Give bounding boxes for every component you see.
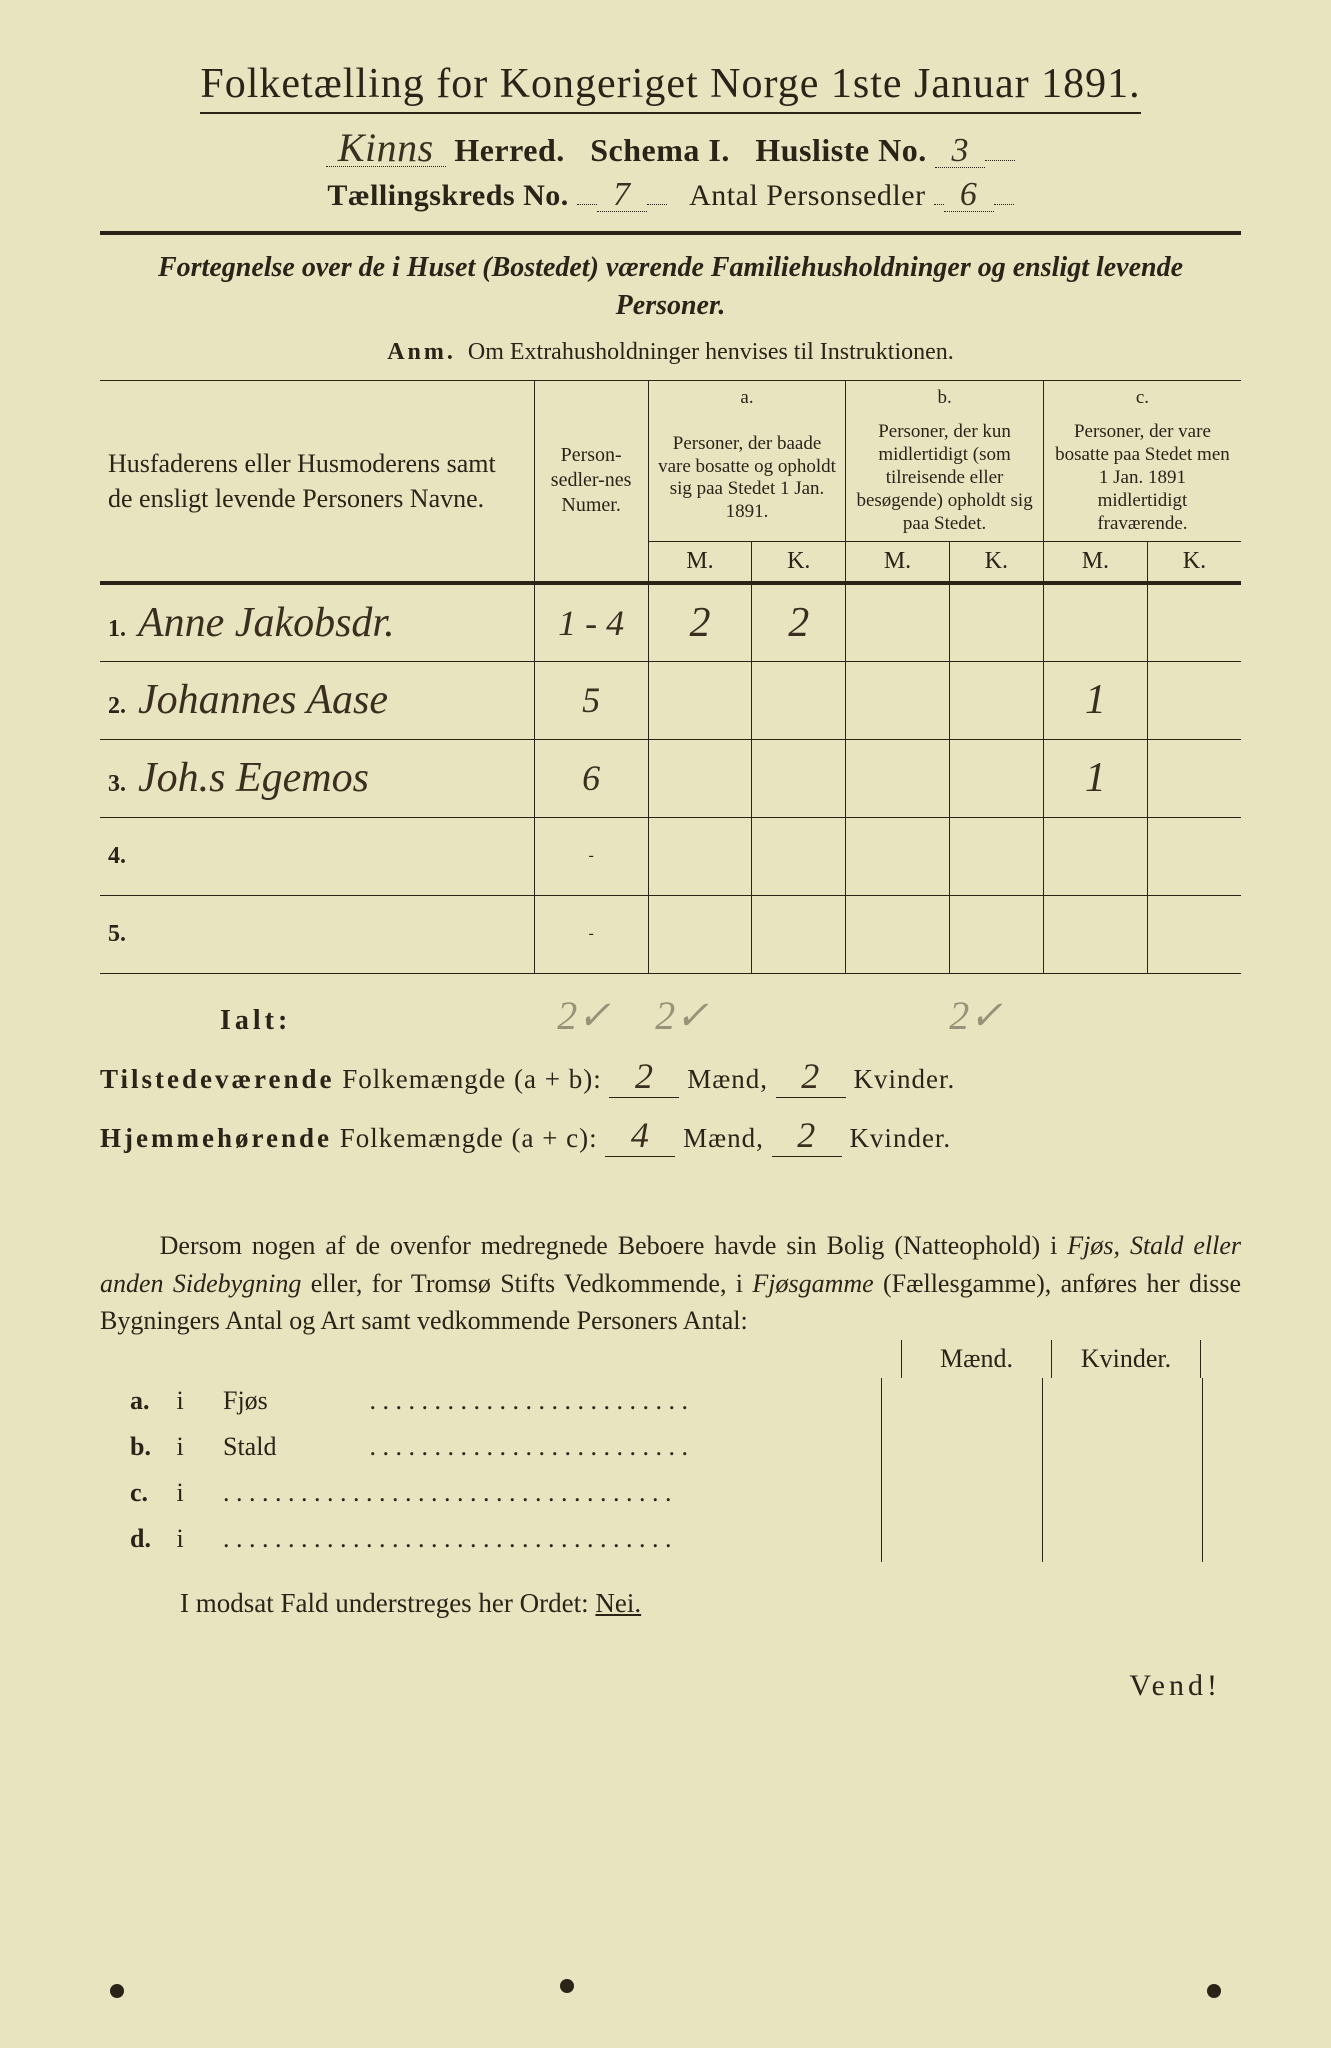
husliste-label: Husliste No. [755, 132, 926, 168]
col-c-text: Personer, der vare bosatte paa Stedet me… [1043, 415, 1241, 541]
cell-value: 1 [1085, 755, 1106, 801]
page-title: Folketælling for Kongeriget Norge 1ste J… [200, 60, 1140, 114]
table-row: 2. Johannes Aase 5 1 [100, 661, 1241, 739]
mk-header: M. [846, 542, 949, 584]
sum-ab-k: 2 [801, 1056, 820, 1096]
col-a-text: Personer, der baade vare bosatte og opho… [648, 415, 846, 541]
mk-header: K. [1147, 542, 1241, 584]
subtable-body: a. i Fjøs . . . . . . . . . . . . . . . … [100, 1378, 1241, 1562]
table-row: 3. Joh.s Egemos 6 1 [100, 739, 1241, 817]
mk-header: K. [752, 542, 846, 584]
row-number: 1. [108, 616, 134, 643]
col-c-label: c. [1043, 380, 1241, 415]
numer-value: 5 [582, 680, 600, 720]
herred-label: Herred. [454, 132, 564, 168]
hole-mark-icon [110, 1984, 124, 1998]
divider [100, 231, 1241, 235]
numer-value: - [588, 925, 593, 942]
row-number: 4. [108, 843, 134, 870]
header-line-2: Kinns Herred. Schema I. Husliste No. 3 [100, 130, 1241, 169]
row-number: 5. [108, 921, 134, 948]
sum-ab-m: 2 [635, 1056, 654, 1096]
anm-label: Anm. [387, 339, 456, 365]
mk-header: M. [1043, 542, 1147, 584]
table-row: 5. - [100, 895, 1241, 973]
title-wrap: Folketælling for Kongeriget Norge 1ste J… [100, 60, 1241, 122]
census-form-page: Folketælling for Kongeriget Norge 1ste J… [0, 0, 1331, 2048]
numer-value: - [588, 847, 593, 864]
numer-value: 1 - 4 [558, 603, 624, 643]
census-table: Husfaderens eller Husmoderens samt de en… [100, 380, 1241, 974]
mk-header: K. [949, 542, 1043, 584]
row-number: 2. [108, 693, 134, 720]
col-a-label: a. [648, 380, 846, 415]
col-numer-header: Person-sedler-nes Numer. [534, 380, 648, 583]
form-subtitle: Fortegnelse over de i Huset (Bostedet) v… [140, 249, 1201, 325]
person-name: Anne Jakobsdr. [138, 600, 395, 646]
sum-ac-m: 4 [631, 1115, 650, 1155]
person-name: Johannes Aase [138, 677, 388, 723]
table-row: 4. - [100, 817, 1241, 895]
antal-value: 6 [944, 180, 994, 212]
ialt-value [834, 992, 922, 1039]
ialt-value [736, 992, 824, 1039]
hole-mark-icon [1207, 1984, 1221, 1998]
nei-line: I modsat Fald understreges her Ordet: Ne… [100, 1588, 1241, 1619]
hole-mark-icon [560, 1979, 574, 1993]
paragraph: Dersom nogen af de ovenfor medregnede Be… [100, 1227, 1241, 1340]
numer-value: 6 [582, 758, 600, 798]
kreds-value: 7 [597, 180, 647, 212]
anm-line: Anm. Om Extrahusholdninger henvises til … [100, 339, 1241, 366]
ialt-value: 2✓ [638, 992, 726, 1039]
person-name: Joh.s Egemos [138, 755, 369, 801]
table-row: 1. Anne Jakobsdr. 1 - 4 2 2 [100, 583, 1241, 661]
schema-label: Schema I. [590, 132, 730, 168]
hjemme-line: Hjemmehørende Folkemængde (a + c): 4 Mæn… [100, 1114, 1241, 1157]
ialt-block: Ialt: 2✓ 2✓ 2✓ [100, 992, 1241, 1039]
anm-text: Om Extrahusholdninger henvises til Instr… [468, 339, 954, 365]
husliste-value: 3 [935, 136, 985, 168]
tilstede-label: Tilstedeværende [100, 1064, 335, 1094]
hjemme-label: Hjemmehørende [100, 1123, 332, 1153]
cell-value: 2 [788, 600, 809, 646]
cell-value: 2 [689, 600, 710, 646]
maend-header: Mænd. [901, 1340, 1051, 1378]
ialt-label: Ialt: [100, 1005, 420, 1037]
col-names-header: Husfaderens eller Husmoderens samt de en… [100, 380, 534, 583]
header-line-3: Tællingskreds No. 7 Antal Personsedler 6 [100, 179, 1241, 213]
col-b-text: Personer, der kun midlertidigt (som tilr… [846, 415, 1044, 541]
cell-value: 1 [1085, 677, 1106, 723]
table-header-row: Husfaderens eller Husmoderens samt de en… [100, 380, 1241, 415]
row-number: 3. [108, 771, 134, 798]
subtable-header: Mænd. Kvinder. [100, 1340, 1241, 1378]
vend-label: Vend! [100, 1669, 1241, 1703]
tilstede-line: Tilstedeværende Folkemængde (a + b): 2 M… [100, 1055, 1241, 1098]
sum-ac-k: 2 [797, 1115, 816, 1155]
antal-label: Antal Personsedler [689, 179, 925, 212]
ialt-value [1030, 992, 1118, 1039]
col-b-label: b. [846, 380, 1044, 415]
ialt-value: 2✓ [932, 992, 1020, 1039]
nei-word: Nei. [595, 1588, 641, 1618]
kvinder-header: Kvinder. [1051, 1340, 1201, 1378]
mk-header: M. [648, 542, 751, 584]
kreds-label: Tællingskreds No. [327, 179, 568, 212]
ialt-value: 2✓ [540, 992, 628, 1039]
herred-value: Kinns [326, 130, 446, 167]
